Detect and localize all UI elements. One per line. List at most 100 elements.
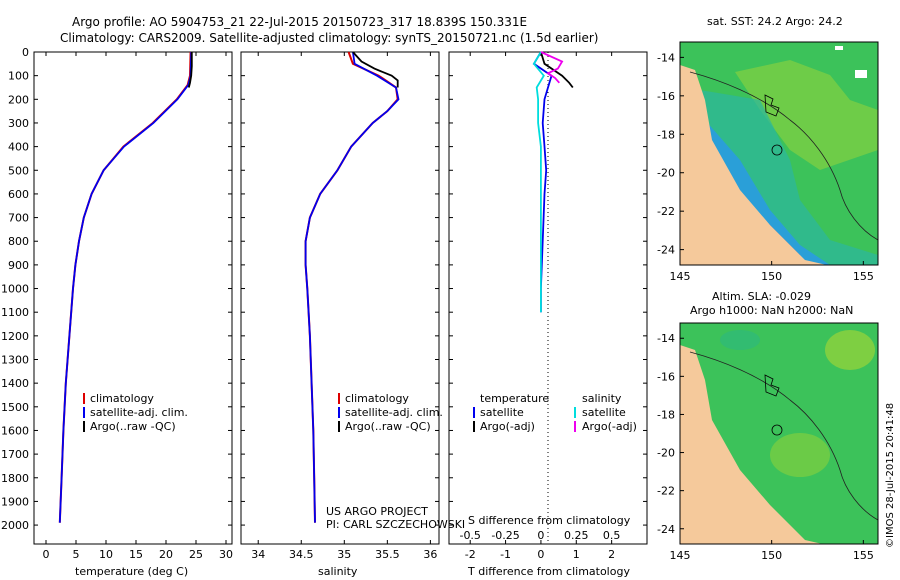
legend-label-climatology: climatology [90,392,154,405]
map-lon-label: 150 [761,270,782,283]
sla-map-title1: Altim. SLA: -0.029 [712,290,811,303]
timestamp-stamp: ©IMOS 28-Jul-2015 20:41:48 [885,403,896,548]
temperature-axis-label: temperature (deg C) [75,565,188,578]
sst-cloud-gap [835,46,843,50]
difference-x-axis: -2 -1 0 1 2 [465,52,615,561]
legend-label-argo: Argo(..raw -QC) [345,420,431,433]
legend-label-satellite: satellite-adj. clim. [90,406,188,419]
map-lat-label: -14 [657,332,675,345]
map-lat-label: -18 [657,408,675,421]
sla-high-patch [770,433,830,477]
map-lat-label: -16 [657,370,675,383]
temperature-argo-line [187,52,193,88]
depth-tick-label: 400 [8,141,29,154]
depth-tick-label: 1200 [1,330,29,343]
depth-tick-label: 600 [8,188,29,201]
legend-label-sal-satellite: satellite [582,406,626,419]
legend-header-temperature: temperature [480,392,549,405]
map-lon-label: 145 [670,549,691,562]
x-tick-label: 34 [251,548,265,561]
credit-project: US ARGO PROJECT [326,505,428,518]
sla-high-patch [825,330,875,370]
legend-label-temp-argo: Argo(-adj) [480,420,535,433]
difference-plot-frame [448,51,648,545]
x-tick-label: 10 [99,548,113,561]
salinity-legend: climatology satellite-adj. clim. Argo(..… [338,392,443,433]
legend-label-temp-satellite: satellite [480,406,524,419]
difference-legend: temperature salinity satellite Argo(-adj… [473,392,637,433]
x-tick-label: 15 [129,548,143,561]
sst-map-axes: -14 -16 -18 -20 -22 -24 145 150 155 [657,51,874,283]
temperature-satellite-line [58,51,193,523]
x-tick-label: 35.5 [375,548,400,561]
sst-cold-coast [705,120,830,265]
depth-tick-label: 2000 [1,519,29,532]
figure-title-line2: Climatology: CARS2009. Satellite-adjuste… [60,31,598,45]
depth-tick-label: 700 [8,212,29,225]
map-lat-label: -14 [657,51,675,64]
temperature-legend: climatology satellite-adj. clim. Argo(..… [83,392,188,433]
salinity-plot-frame [240,51,440,545]
salinity-axis-label: salinity [318,565,358,578]
sst-map-frame [679,41,879,266]
x-tick-label: 1 [573,548,580,561]
sla-land [680,345,823,544]
x2-tick-label: -0.5 [459,529,480,542]
diff-sal-satellite-line [532,51,545,313]
sla-reef [764,374,780,397]
sla-map-axes: -14 -16 -18 -20 -22 -24 145 150 155 [657,332,874,562]
depth-tick-label: 300 [8,117,29,130]
temperature-plot-frame [33,51,233,545]
depth-tick-label: 900 [8,259,29,272]
sst-isobath [689,71,878,241]
x-tick-label: 36 [423,548,437,561]
x2-tick-label: 0.5 [603,529,621,542]
salinity-argo-line [352,51,399,88]
salinity-satellite-line [304,51,400,523]
depth-tick-label: 1600 [1,424,29,437]
depth-tick-label: 100 [8,70,29,83]
salinity-x-axis: 34 34.5 35 35.5 36 [251,52,437,561]
map-lat-label: -22 [657,485,675,498]
map-lon-label: 150 [761,549,782,562]
depth-tick-label: 800 [8,235,29,248]
map-lon-label: 145 [670,270,691,283]
map-lat-label: -16 [657,90,675,103]
x-tick-label: 20 [159,548,173,561]
depth-tick-label: 1100 [1,306,29,319]
sst-map [680,42,878,265]
depth-tick-label: 1500 [1,401,29,414]
x2-tick-label: -0.25 [491,529,519,542]
diff-temp-argo-line [540,51,574,89]
x-tick-label: -1 [500,548,511,561]
x-tick-label: 2 [608,548,615,561]
x2-tick-label: 0 [537,529,544,542]
depth-tick-label: 1300 [1,354,29,367]
sst-reef [764,94,780,117]
legend-label-sal-argo: Argo(-adj) [582,420,637,433]
depth-tick-label: 200 [8,93,29,106]
x-tick-label: 5 [73,548,80,561]
sst-map-title: sat. SST: 24.2 Argo: 24.2 [707,15,843,28]
sla-reef-circle [771,424,783,436]
map-lat-label: -18 [657,128,675,141]
depth-tick-label: 1800 [1,472,29,485]
x2-tick-label: 0.25 [564,529,589,542]
sla-map-frame [679,322,879,545]
sst-reef-circle [771,144,783,156]
x-tick-label: 30 [219,548,233,561]
x-tick-label: 34.5 [289,548,314,561]
sla-low-patch [720,330,760,350]
sla-map-title2: Argo h1000: NaN h2000: NaN [690,304,853,317]
map-lat-label: -20 [657,167,675,180]
x-tick-label: 0 [43,548,50,561]
sst-cool-band [700,90,878,265]
map-lat-label: -24 [657,244,675,257]
depth-tick-label: 1000 [1,283,29,296]
salinity-series [304,51,400,523]
temperature-climatology-line [58,51,192,523]
sst-land [680,65,827,265]
t-difference-axis-label: T difference from climatology [467,565,630,578]
legend-label-argo: Argo(..raw -QC) [90,420,176,433]
